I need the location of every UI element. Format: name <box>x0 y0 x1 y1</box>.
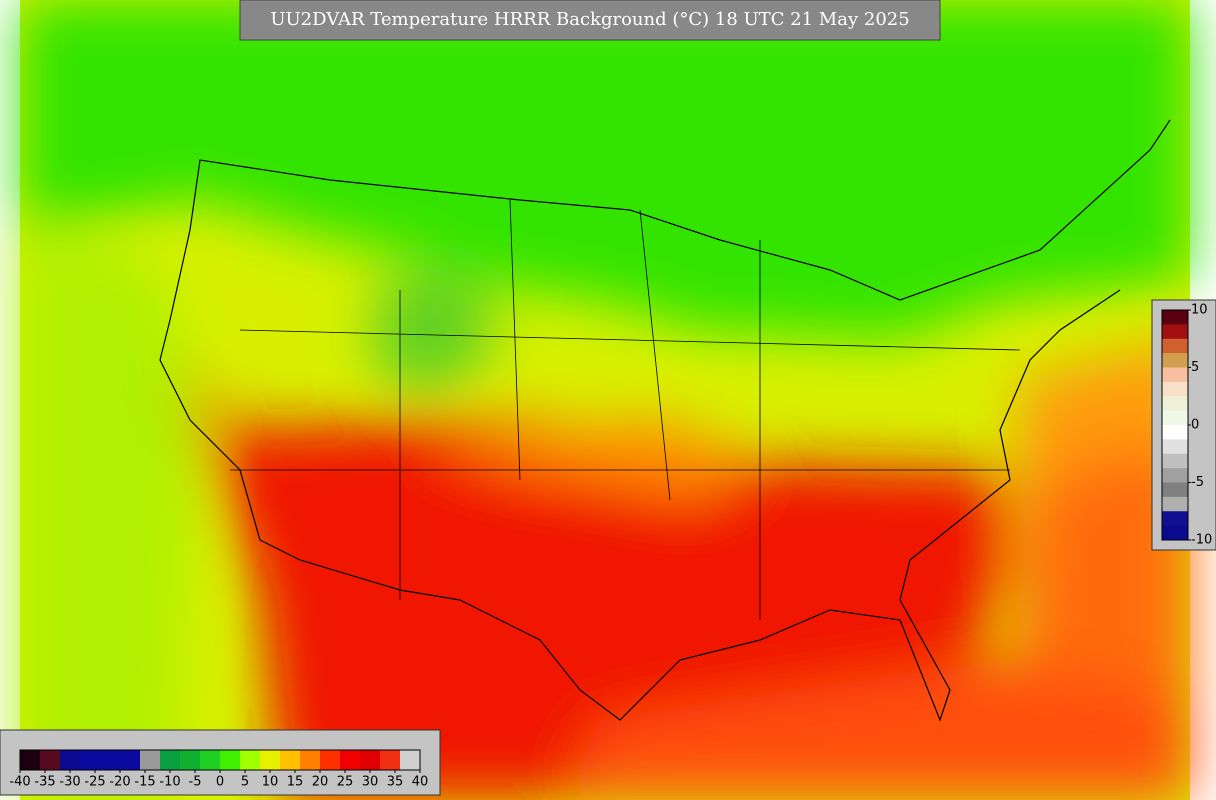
tick-label: -5 <box>1191 475 1204 490</box>
color-swatch <box>1162 468 1188 483</box>
map-title: UU2DVAR Temperature HRRR Background (°C)… <box>270 9 909 30</box>
color-swatch <box>220 750 241 770</box>
title-background <box>239 0 941 41</box>
color-swatch <box>1162 439 1188 455</box>
color-swatch <box>60 750 81 770</box>
color-swatch <box>80 750 101 770</box>
color-swatch <box>1162 381 1188 397</box>
color-swatch <box>240 750 261 770</box>
color-swatch <box>1162 410 1188 426</box>
tick-label: -30 <box>59 775 80 790</box>
color-swatch <box>1162 496 1188 512</box>
tick-label: 20 <box>312 775 329 790</box>
tick-label: 10 <box>1191 303 1208 318</box>
tick-label: 5 <box>1191 360 1199 375</box>
tick-label: 35 <box>387 775 404 790</box>
main-colorbar: -40 -35 -30 -25 -20 -15 -10 -5 0 5 10 15 20 25 30 35 40 <box>0 729 441 796</box>
color-swatch <box>120 750 141 770</box>
tick-label: -10 <box>159 775 180 790</box>
color-swatch <box>280 750 301 770</box>
tick-label: 0 <box>216 775 224 790</box>
color-swatch <box>180 750 201 770</box>
color-swatch <box>1162 353 1188 368</box>
color-swatch <box>1162 310 1188 325</box>
color-swatch <box>340 750 361 770</box>
tick-label: 10 <box>262 775 279 790</box>
color-swatch <box>320 750 341 770</box>
color-swatch <box>380 750 401 770</box>
color-swatch <box>20 750 41 770</box>
color-swatch <box>1162 453 1188 469</box>
tick-label: -20 <box>109 775 130 790</box>
tick-label: 25 <box>337 775 354 790</box>
color-swatch <box>260 750 281 770</box>
state-lines <box>230 199 1021 620</box>
color-swatch <box>1162 396 1188 412</box>
color-swatch <box>1162 338 1188 354</box>
tick-label: -15 <box>134 775 155 790</box>
color-swatch <box>1162 482 1188 498</box>
tick-label: 30 <box>362 775 379 790</box>
color-swatch <box>40 750 61 770</box>
temperature-field <box>20 0 1190 800</box>
color-swatch <box>160 750 181 770</box>
color-swatch <box>1162 425 1188 440</box>
tick-label: 5 <box>241 775 249 790</box>
title-box: UU2DVAR Temperature HRRR Background (°C)… <box>239 0 941 41</box>
color-swatch <box>140 750 161 770</box>
color-swatch <box>360 750 381 770</box>
color-swatch <box>200 750 221 770</box>
color-swatch <box>100 750 121 770</box>
tick-label: -25 <box>84 775 105 790</box>
color-swatch <box>1162 324 1188 340</box>
color-swatch <box>1162 511 1188 527</box>
northern-border <box>169 119 1171 321</box>
tick-label: -35 <box>34 775 55 790</box>
coastline <box>159 289 1121 722</box>
boundaries <box>159 119 1171 722</box>
color-swatch <box>300 750 321 770</box>
tick-label: -40 <box>9 775 30 790</box>
tick-label: 15 <box>287 775 304 790</box>
tick-label: -5 <box>189 775 202 790</box>
color-swatch <box>1162 367 1188 383</box>
tick-label: -10 <box>1191 533 1212 548</box>
color-swatch <box>400 750 421 770</box>
tick-label: 40 <box>412 775 429 790</box>
tick-label: 0 <box>1191 418 1199 433</box>
color-swatch <box>1162 525 1188 541</box>
difference-colorbar: 10 5 0 -5 -10 <box>1151 299 1216 551</box>
